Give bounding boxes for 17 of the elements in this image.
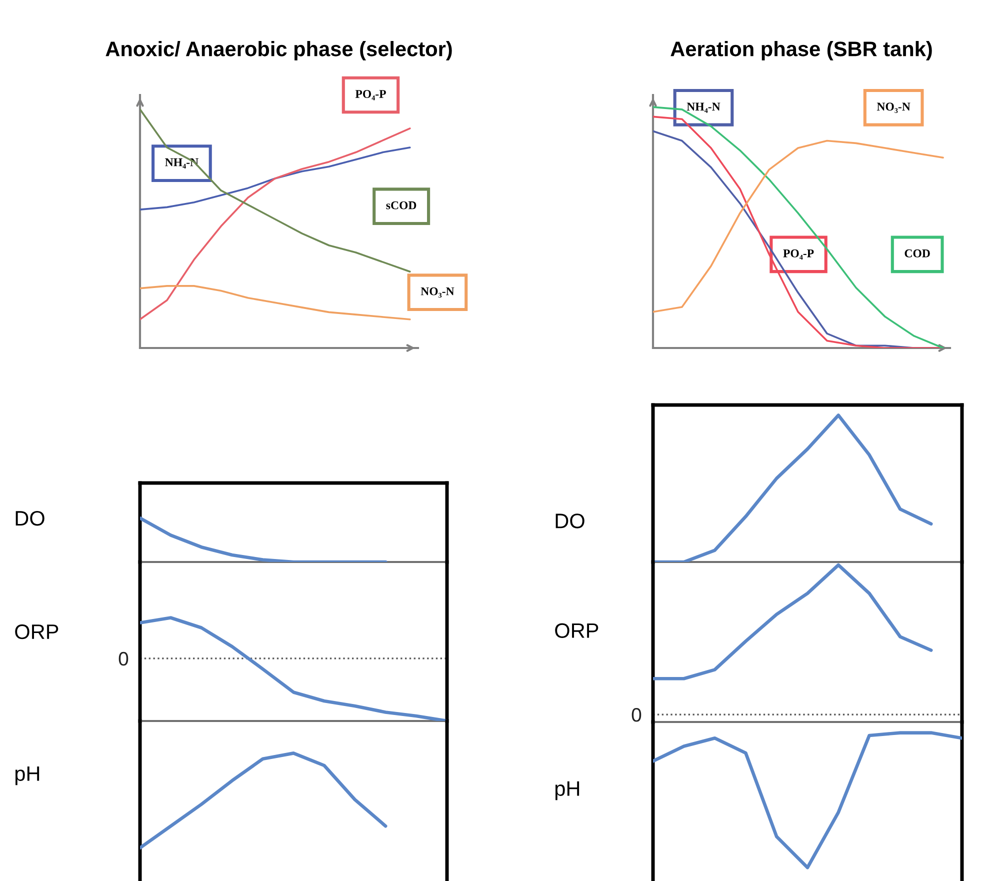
text: PO₄-P	[355, 90, 386, 100]
chart-title: Anoxic/ Anaerobic phase (selector)	[106, 41, 452, 60]
y-axis-title: ORP	[15, 624, 58, 640]
text: NH₄-N	[686, 102, 720, 113]
y-axis-title: pH	[15, 766, 40, 786]
text: sCOD	[386, 201, 416, 210]
ref-line-label: 0	[632, 708, 642, 722]
ref-line-label: 0	[118, 652, 128, 666]
y-axis-title: DO	[16, 510, 44, 526]
y-axis-title: DO	[556, 514, 584, 528]
y-axis-title: pH	[555, 781, 580, 800]
chart-title: Aeration phase (SBR tank)	[670, 41, 932, 60]
text: COD	[904, 249, 930, 258]
y-axis-title: ORP	[555, 623, 598, 638]
text: NO₃-N	[420, 287, 454, 298]
series-label: PO₄-P	[783, 249, 814, 260]
text: NO₃-N	[876, 102, 910, 113]
